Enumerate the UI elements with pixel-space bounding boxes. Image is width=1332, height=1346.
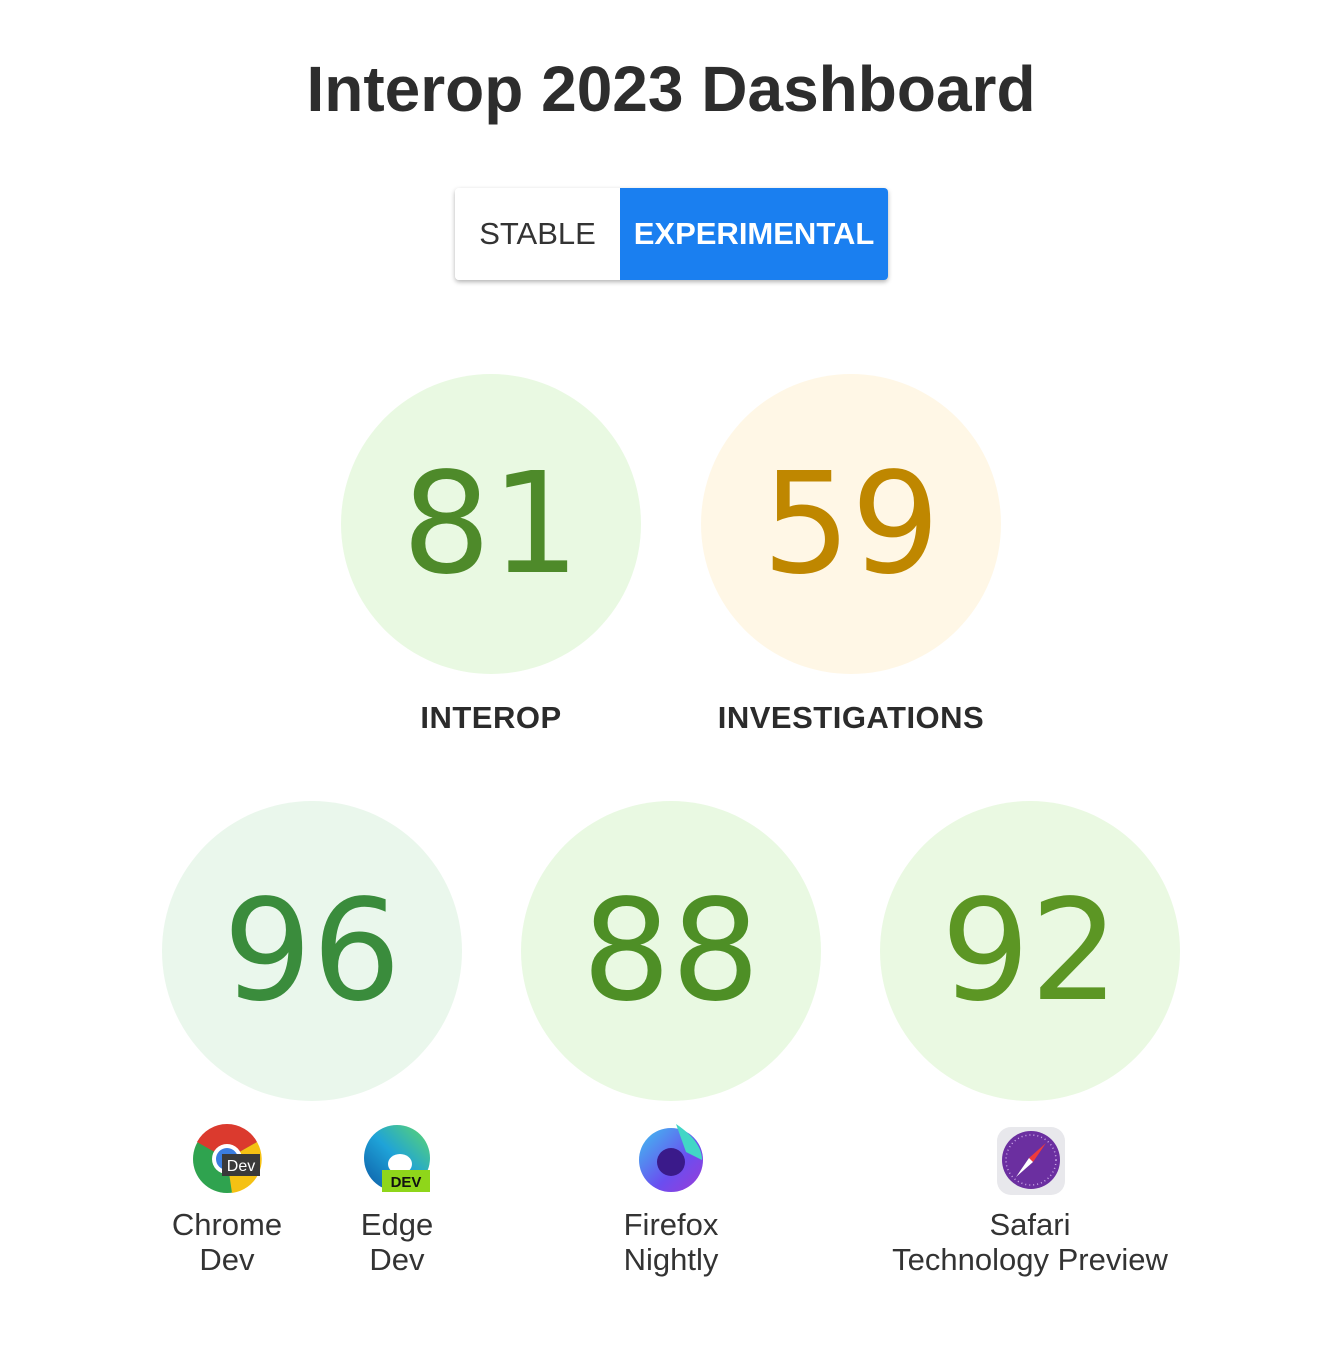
page-title: Interop 2023 Dashboard: [306, 53, 1036, 125]
browser-name: Firefox: [623, 1207, 719, 1242]
chrome-dev-icon: Dev: [193, 1124, 262, 1193]
investigations-score: 59: [701, 374, 1001, 674]
browser-channel: Nightly: [623, 1242, 719, 1277]
firefox-score: 88: [521, 801, 821, 1101]
browser-name: Chrome: [171, 1207, 283, 1242]
safari-technology-preview-icon: [997, 1127, 1065, 1195]
browser-name: Safari: [989, 1207, 1071, 1242]
stable-button[interactable]: STABLE: [455, 188, 620, 280]
browser-label-firefox-nightly: Firefox Nightly: [511, 1207, 831, 1277]
channel-toggle: STABLE EXPERIMENTAL: [455, 188, 888, 280]
browser-channel: Dev: [199, 1242, 255, 1277]
browser-label-edge-dev: Edge Dev: [237, 1207, 557, 1277]
chrome-edge-score: 96: [162, 801, 462, 1101]
svg-text:DEV: DEV: [391, 1174, 422, 1191]
browser-name: Edge: [360, 1207, 434, 1242]
safari-score: 92: [880, 801, 1180, 1101]
firefox-nightly-icon: [639, 1124, 703, 1192]
svg-text:Dev: Dev: [227, 1158, 255, 1175]
experimental-button[interactable]: EXPERIMENTAL: [620, 188, 888, 280]
browser-label-chrome-dev: Chrome Dev: [67, 1207, 387, 1277]
browser-label-safari-tp: Safari Technology Preview: [870, 1207, 1190, 1277]
interop-label: INTEROP: [420, 700, 562, 735]
edge-dev-icon: DEV: [364, 1125, 430, 1192]
browser-channel: Dev: [369, 1242, 425, 1277]
interop-score: 81: [341, 374, 641, 674]
investigations-label: INVESTIGATIONS: [717, 700, 985, 735]
browser-channel: Technology Preview: [892, 1242, 1168, 1277]
